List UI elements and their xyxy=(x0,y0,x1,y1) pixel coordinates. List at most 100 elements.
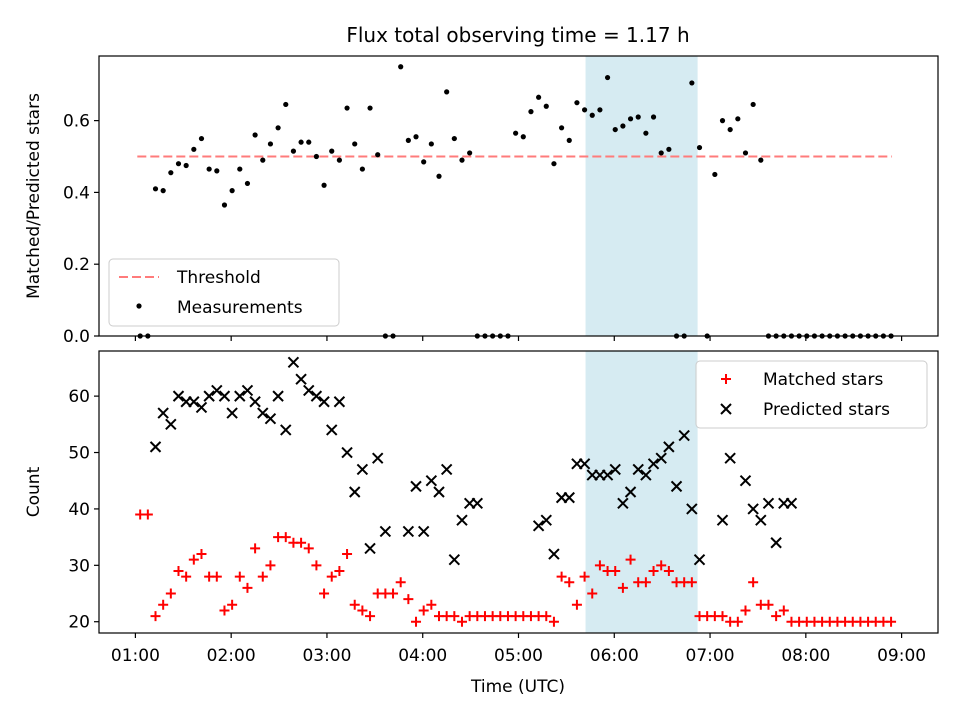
predicted-point xyxy=(157,407,169,419)
matched-point xyxy=(587,588,598,599)
measurement-point xyxy=(237,166,243,172)
measurement-point xyxy=(191,146,197,152)
measurement-point xyxy=(581,107,588,113)
measurement-point xyxy=(758,157,764,163)
predicted-point xyxy=(165,418,177,431)
matched-point xyxy=(334,565,345,576)
matched-point xyxy=(656,560,667,571)
measurement-point xyxy=(551,161,557,167)
measurement-point xyxy=(742,150,749,156)
measurement-point xyxy=(650,114,657,120)
matched-point xyxy=(717,611,728,622)
predicted-point xyxy=(211,384,223,397)
measurement-point xyxy=(536,94,542,100)
measurement-point xyxy=(689,80,695,86)
predicted-point xyxy=(257,407,269,419)
measurement-point xyxy=(635,114,641,120)
matched-point xyxy=(426,599,437,610)
observing-span-highlight xyxy=(585,56,698,336)
measurement-point xyxy=(719,118,726,124)
x-tick-label: 03:00 xyxy=(302,646,351,666)
measurement-point xyxy=(451,135,457,142)
predicted-point xyxy=(739,475,752,487)
matched-point xyxy=(449,611,460,622)
matched-point xyxy=(663,565,674,576)
measurement-point xyxy=(290,148,297,154)
predicted-point xyxy=(149,441,162,453)
y-tick-label: 0.2 xyxy=(63,255,90,275)
measurement-point xyxy=(467,150,473,156)
matched-point xyxy=(265,560,276,571)
matched-point xyxy=(357,605,368,616)
predicted-point xyxy=(448,553,461,566)
predicted-point xyxy=(364,542,376,555)
matched-point xyxy=(181,571,192,582)
measurement-point xyxy=(612,126,618,133)
predicted-point xyxy=(372,452,384,464)
measurement-point xyxy=(597,107,603,113)
measurement-point xyxy=(283,101,289,108)
matched-point xyxy=(648,565,659,576)
matched-point xyxy=(234,571,245,582)
matched-point xyxy=(311,560,322,571)
matched-point xyxy=(625,554,636,565)
measurement-point xyxy=(214,168,220,174)
legend-measurements-swatch xyxy=(136,303,142,309)
matched-point xyxy=(173,565,184,576)
measurement-point xyxy=(666,146,672,152)
measurement-point xyxy=(436,173,442,179)
measurement-point xyxy=(344,105,350,111)
predicted-point xyxy=(540,514,552,526)
measurement-point xyxy=(367,105,373,111)
measurement-point xyxy=(513,130,519,136)
predicted-point xyxy=(747,503,759,515)
measurement-point xyxy=(260,157,266,163)
legend-predicted-swatch xyxy=(720,403,732,415)
measurement-point xyxy=(221,202,228,208)
legend-box xyxy=(108,258,340,327)
predicted-point xyxy=(226,407,238,419)
predicted-point xyxy=(601,469,614,481)
measurement-point xyxy=(405,137,411,143)
measurement-point xyxy=(696,144,703,151)
predicted-point xyxy=(188,396,200,408)
measurement-point xyxy=(298,139,304,145)
x-tick-label: 02:00 xyxy=(207,646,256,666)
measurement-point xyxy=(627,116,634,122)
predicted-point xyxy=(218,390,231,402)
measurement-point xyxy=(267,141,274,147)
predicted-point xyxy=(640,469,652,481)
x-tick-label: 08:00 xyxy=(781,646,830,666)
matched-point xyxy=(257,571,268,582)
legend-predicted-label: Predicted stars xyxy=(763,400,890,420)
matched-point xyxy=(564,577,575,588)
matched-point xyxy=(342,549,353,560)
measurement-point xyxy=(750,101,756,108)
measurement-point xyxy=(359,166,365,172)
x-tick-label: 05:00 xyxy=(494,646,543,666)
matched-point xyxy=(579,571,590,582)
predicted-point xyxy=(417,525,430,538)
legend-box xyxy=(695,360,928,429)
predicted-point xyxy=(410,480,422,493)
predicted-point xyxy=(770,537,782,549)
x-axis-label: Time (UTC) xyxy=(470,677,565,697)
matched-point xyxy=(594,560,605,571)
matched-point xyxy=(349,599,360,610)
matched-point xyxy=(365,611,376,622)
series-matched-stars xyxy=(135,509,897,627)
measurement-point xyxy=(712,171,718,178)
measurement-point xyxy=(543,103,549,109)
predicted-point xyxy=(532,520,545,532)
measurement-point xyxy=(735,116,741,122)
predicted-point xyxy=(264,412,277,425)
predicted-point xyxy=(617,497,629,509)
predicted-point xyxy=(234,390,246,402)
predicted-point xyxy=(678,429,690,442)
predicted-point xyxy=(425,475,438,487)
measurement-point xyxy=(520,134,526,140)
x-tick-label: 09:00 xyxy=(877,646,926,666)
predicted-point xyxy=(647,458,660,470)
